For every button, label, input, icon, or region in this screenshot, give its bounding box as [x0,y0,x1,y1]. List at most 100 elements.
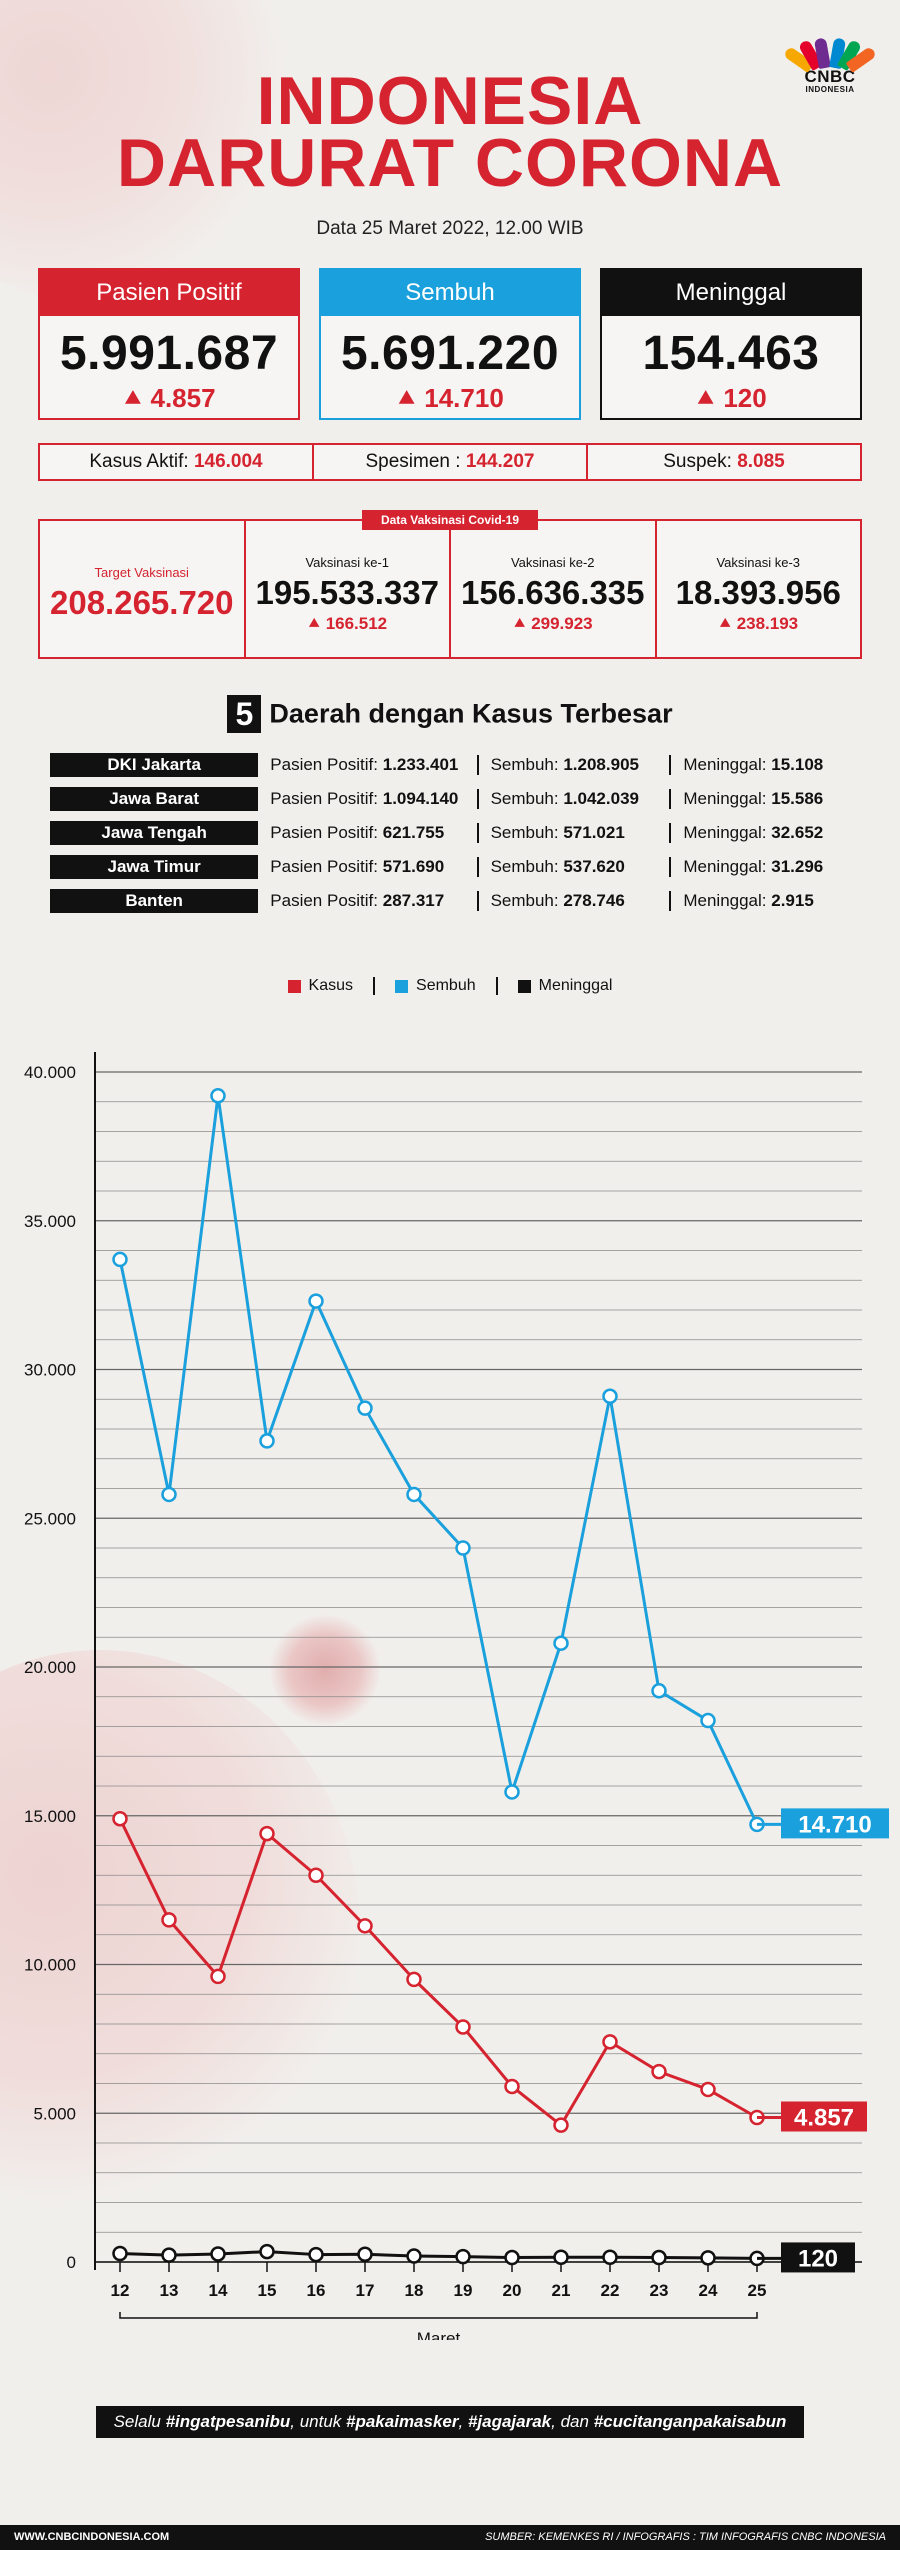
y-tick-label: 5.000 [33,2104,76,2123]
y-tick-label: 40.000 [24,1063,76,1082]
region-deaths: Meninggal: 2.915 [683,891,870,911]
dose3-label: Vaksinasi ke-3 [716,555,801,570]
target-label: Target Vaksinasi [94,565,189,580]
series-line-kasus [118,1818,758,2127]
divider [669,789,672,809]
data-point-meninggal [406,2248,422,2264]
data-point-meninggal [161,2247,177,2263]
x-tick-label: 22 [601,2281,620,2300]
y-tick-label: 0 [67,2253,76,2272]
region-recovered: Sembuh: 537.620 [491,857,670,877]
x-axis-label: Maret [417,2329,461,2340]
legend-item-sembuh: Sembuh [395,977,476,995]
end-label-value: 120 [798,2245,838,2272]
y-tick-label: 35.000 [24,1212,76,1231]
active-cases: Kasus Aktif: 146.004 [40,445,312,479]
data-point-kasus [259,1825,275,1842]
region-recovered: Sembuh: 278.746 [491,891,670,911]
positive-value: 1.233.401 [382,755,459,774]
slogan-hashtag: #ingatpesanibu [165,2412,291,2431]
end-label-value: 4.857 [794,2105,854,2132]
end-label-value: 14.710 [798,1811,871,1838]
specimen: Spesimen : 144.207 [312,445,586,479]
data-point-kasus [602,2034,618,2050]
data-point-meninggal [259,2243,275,2260]
specimen-label: Spesimen : [365,451,461,472]
data-point-kasus [455,2019,471,2035]
deaths-card: Meninggal 154.463 ⯅ 120 [600,268,862,420]
legend-swatch [287,979,301,993]
peacock-icon [782,30,878,73]
suspect-label: Suspek: [663,451,732,472]
positive-label: Pasien Positif [40,270,298,316]
data-point-sembuh [259,1433,275,1449]
region-deaths: Meninggal: 15.586 [683,789,870,809]
data-point-sembuh [308,1293,324,1309]
data-point-sembuh [602,1388,618,1405]
divider [476,891,479,911]
divider [669,823,672,843]
divider [476,857,479,877]
vaccination-dose-3: Vaksinasi ke-3 18.393.956 ⯅ 238.193 [654,521,861,657]
dose2-delta: ⯅ 299.923 [451,614,655,634]
double-chevron-up-icon: ⯅ [512,614,527,633]
region-row: Jawa Tengah Pasien Positif: 621.755 Semb… [50,820,870,846]
active-value: 146.004 [193,451,263,472]
recovered-value: 537.620 [563,857,625,876]
deaths-value: 32.652 [771,823,824,842]
date-subtitle: Data 25 Maret 2022, 12.00 WIB [316,218,584,239]
positive-delta-value: 4.857 [150,383,216,413]
positive-value: 621.755 [382,823,445,842]
region-deaths: Meninggal: 31.296 [683,857,870,877]
line-chart: 0 5.000 10.000 15.000 20.000 25.000 30.000 35.0… [24,1052,889,2340]
data-point-sembuh [406,1486,422,1503]
region-deaths: Meninggal: 32.652 [683,823,870,843]
data-point-kasus [112,1810,128,1827]
y-tick-label: 20.000 [24,1658,76,1677]
divider [476,755,479,775]
deaths-value: 154.463 [642,327,820,380]
virus-illustration-small [270,1615,380,1725]
dose1-delta: ⯅ 166.512 [246,614,450,634]
dose2-delta-value: 299.923 [531,614,593,633]
recovered-delta: ⯅ 14.710 [321,383,579,415]
divider [669,857,672,877]
data-point-meninggal [651,2249,667,2266]
legend-item-kasus: Kasus [287,977,353,995]
double-chevron-up-icon: ⯅ [718,614,732,633]
region-name: Jawa Barat [50,787,259,811]
region-positive: Pasien Positif: 571.690 [270,857,476,877]
region-row: Jawa Timur Pasien Positif: 571.690 Sembu… [50,854,870,880]
data-point-kasus [161,1912,177,1928]
deaths-label: Meninggal: [683,857,767,876]
data-point-meninggal [553,2249,569,2265]
deaths-delta: ⯅ 120 [602,383,860,415]
region-recovered: Sembuh: 571.021 [491,823,670,843]
data-point-sembuh [553,1635,569,1651]
recovered-label: Sembuh: [490,823,559,842]
dose2-value: 156.636.335 [460,574,645,611]
vaccination-target: Target Vaksinasi 208.265.720 [40,521,244,657]
title-line-2: DARURAT CORONA [116,125,784,201]
vaccination-tag: Data Vaksinasi Covid-19 [362,510,538,530]
y-tick-label: 15.000 [24,1807,76,1826]
suspect: Suspek: 8.085 [586,445,860,479]
vaccination-panel: Target Vaksinasi 208.265.720 Vaksinasi k… [38,519,862,659]
divider [495,977,498,995]
region-positive: Pasien Positif: 621.755 [270,823,476,843]
x-tick-label: 13 [160,2281,179,2300]
data-point-meninggal [112,2245,128,2262]
x-tick-label: 18 [405,2281,424,2300]
deaths-label: Meninggal: [683,789,767,808]
x-tick-label: 25 [748,2281,767,2300]
deaths-value: 15.108 [771,755,824,774]
x-tick-label: 24 [699,2281,718,2300]
legend-swatch [517,979,531,993]
recovered-value: 1.042.039 [563,789,639,808]
data-point-meninggal [602,2249,618,2265]
data-point-meninggal [210,2246,226,2262]
x-tick-label: 16 [307,2281,326,2300]
positive-label: Pasien Positif: [270,823,379,842]
recovered-value: 1.208.905 [563,755,639,774]
data-point-meninggal [357,2246,373,2263]
